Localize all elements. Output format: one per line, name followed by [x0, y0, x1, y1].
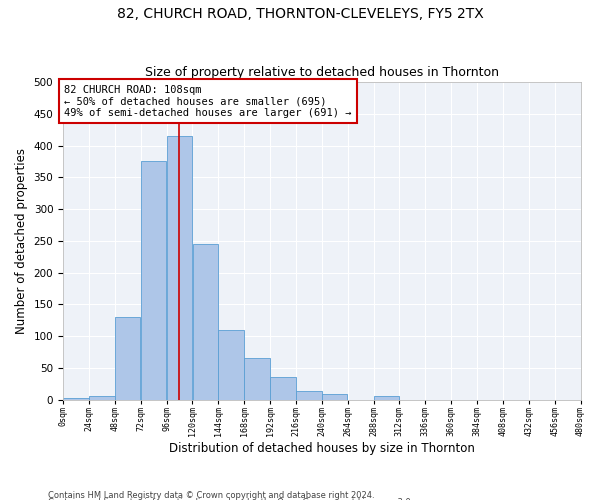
X-axis label: Distribution of detached houses by size in Thornton: Distribution of detached houses by size …	[169, 442, 475, 455]
Bar	[296, 391, 322, 400]
Bar	[167, 136, 192, 400]
Title: Size of property relative to detached houses in Thornton: Size of property relative to detached ho…	[145, 66, 499, 80]
Bar	[322, 394, 347, 400]
Bar	[581, 398, 600, 400]
Bar	[244, 358, 270, 400]
Bar	[374, 396, 399, 400]
Bar	[115, 317, 140, 400]
Bar	[270, 378, 296, 400]
Text: Contains public sector information licensed under the Open Government Licence v3: Contains public sector information licen…	[48, 498, 413, 500]
Text: 82 CHURCH ROAD: 108sqm
← 50% of detached houses are smaller (695)
49% of semi-de: 82 CHURCH ROAD: 108sqm ← 50% of detached…	[64, 84, 352, 118]
Y-axis label: Number of detached properties: Number of detached properties	[15, 148, 28, 334]
Bar	[89, 396, 115, 400]
Bar	[193, 244, 218, 400]
Text: Contains HM Land Registry data © Crown copyright and database right 2024.: Contains HM Land Registry data © Crown c…	[48, 490, 374, 500]
Text: 82, CHURCH ROAD, THORNTON-CLEVELEYS, FY5 2TX: 82, CHURCH ROAD, THORNTON-CLEVELEYS, FY5…	[116, 8, 484, 22]
Bar	[63, 398, 89, 400]
Bar	[141, 162, 166, 400]
Bar	[218, 330, 244, 400]
